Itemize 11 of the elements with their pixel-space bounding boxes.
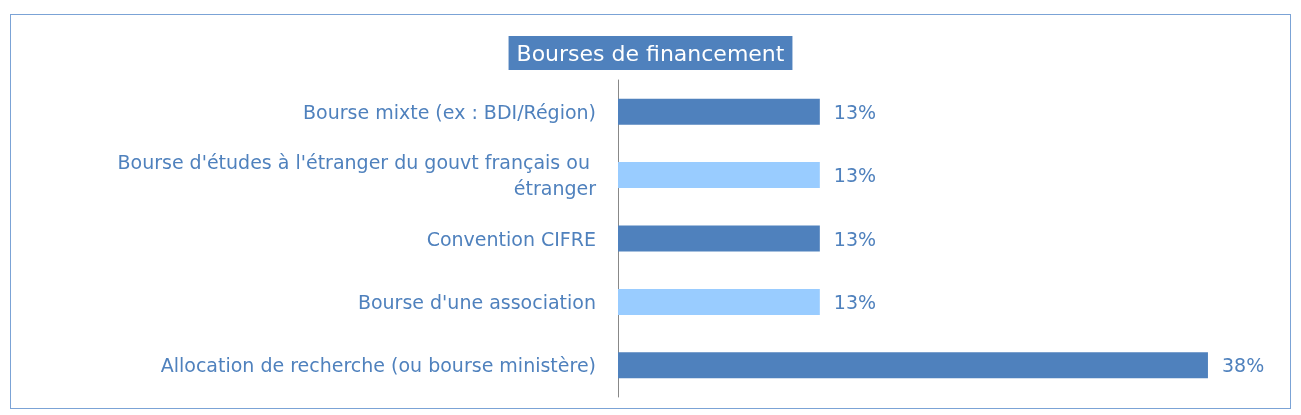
y-tick-label: Convention CIFRE (426, 227, 596, 250)
y-tick-label: Allocation de recherche (ou bourse ministère) (160, 354, 596, 377)
data-label: 13% (833, 290, 877, 313)
data-label: 13% (833, 164, 877, 187)
data-label: 38% (1221, 354, 1265, 377)
chart-title: Bourses de financement (516, 40, 785, 66)
y-tick-label: Bourse mixte (ex : BDI/Région) (303, 100, 596, 123)
y-tick-label: Bourse d'études à l'étranger du gouvt français ou étranger (117, 151, 597, 200)
y-tick-label: Bourse d'une association (357, 290, 596, 313)
data-label: 13% (833, 100, 877, 123)
data-label: 13% (833, 227, 877, 250)
